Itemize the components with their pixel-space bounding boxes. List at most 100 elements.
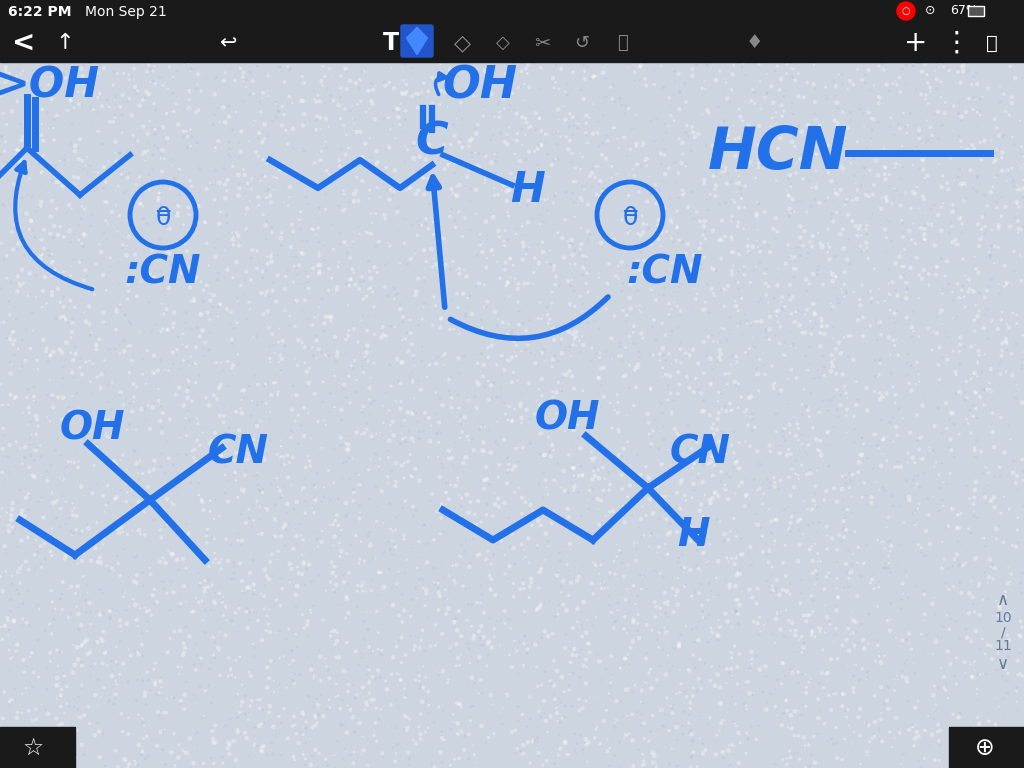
Point: [663, 743, 679, 755]
Point: [88, 258, 104, 270]
Point: [32, 123, 48, 135]
Point: [112, 339, 128, 351]
Point: [261, 353, 278, 365]
Point: [129, 549, 145, 561]
Point: [106, 109, 123, 121]
Point: [47, 445, 63, 457]
Point: [948, 388, 965, 400]
Point: [885, 276, 901, 288]
Point: [833, 228, 849, 240]
Point: [651, 184, 668, 197]
Point: [956, 270, 973, 282]
Point: [219, 174, 236, 187]
Point: [388, 694, 404, 706]
Point: [522, 121, 539, 133]
Point: [261, 69, 278, 81]
Point: [793, 518, 809, 530]
Point: [402, 253, 419, 265]
Point: [452, 263, 468, 275]
Point: [65, 369, 81, 382]
Point: [55, 266, 72, 278]
Point: [452, 402, 468, 414]
Point: [807, 108, 823, 120]
Point: [162, 90, 178, 102]
Point: [311, 266, 328, 278]
Point: [470, 687, 486, 700]
Point: [969, 106, 985, 118]
Point: [412, 642, 428, 654]
Point: [186, 659, 203, 671]
Point: [811, 406, 827, 419]
Point: [217, 178, 233, 190]
Point: [267, 376, 284, 389]
Point: [327, 401, 343, 413]
Point: [774, 110, 791, 122]
Point: [309, 702, 326, 714]
Point: [579, 61, 595, 73]
Point: [110, 761, 126, 768]
Point: [992, 655, 1009, 667]
Point: [451, 402, 467, 415]
Point: [33, 494, 49, 506]
Point: [820, 237, 837, 250]
Point: [804, 182, 820, 194]
Point: [943, 502, 959, 514]
Point: [672, 502, 688, 515]
Point: [903, 202, 920, 214]
Point: [819, 139, 836, 151]
Point: [645, 755, 662, 767]
Point: [475, 110, 492, 122]
Point: [92, 382, 109, 395]
Point: [422, 640, 438, 652]
Point: [488, 319, 505, 332]
Point: [844, 194, 860, 207]
Point: [88, 442, 104, 454]
Point: [931, 735, 947, 747]
Point: [67, 502, 83, 515]
Point: [30, 124, 46, 136]
Point: [367, 458, 383, 470]
Point: [183, 606, 200, 618]
Point: [144, 401, 161, 413]
Point: [862, 134, 879, 147]
Point: [770, 190, 786, 202]
Point: [904, 719, 921, 731]
Point: [951, 386, 968, 398]
Point: [628, 141, 644, 153]
Point: [871, 147, 888, 160]
Point: [398, 306, 415, 318]
Point: [333, 439, 349, 452]
Point: [601, 687, 617, 700]
Point: [837, 243, 853, 255]
Point: [644, 239, 660, 251]
Point: [906, 307, 923, 319]
Point: [847, 640, 863, 652]
Point: [55, 271, 72, 283]
Point: [582, 149, 598, 161]
Point: [978, 667, 994, 680]
Point: [603, 233, 620, 246]
Point: [786, 271, 803, 283]
Point: [489, 313, 506, 326]
Point: [28, 291, 44, 303]
Point: [521, 314, 538, 326]
Point: [976, 227, 992, 240]
Point: [151, 187, 167, 199]
Point: [8, 79, 25, 91]
Point: [17, 555, 34, 568]
Point: [648, 601, 665, 613]
Point: [506, 577, 522, 589]
Point: [659, 601, 676, 613]
Point: [933, 76, 949, 88]
Point: [159, 107, 175, 119]
Point: [9, 541, 26, 554]
Point: [745, 615, 762, 627]
Point: [908, 726, 925, 738]
Point: [1006, 265, 1022, 277]
Point: [523, 577, 540, 589]
Point: [148, 596, 165, 608]
Point: [592, 210, 608, 223]
Point: [290, 409, 306, 421]
Point: [29, 68, 45, 81]
Point: [792, 231, 808, 243]
